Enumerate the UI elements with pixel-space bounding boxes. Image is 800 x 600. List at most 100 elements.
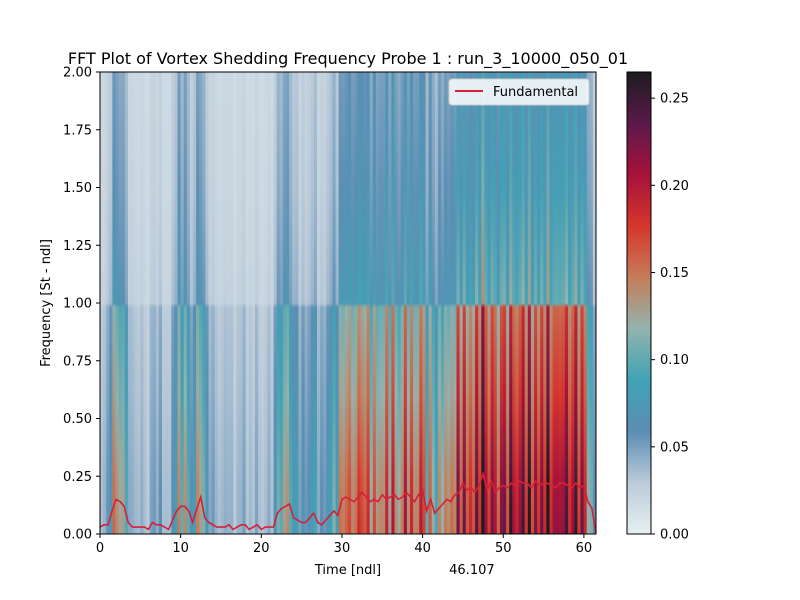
- heatmap-column: [351, 72, 355, 534]
- heatmap-column: [422, 72, 427, 534]
- colorbar-tick-label: 0.15: [660, 266, 689, 281]
- heatmap-column: [428, 72, 433, 534]
- heatmap-column: [264, 72, 268, 534]
- heatmap-column: [416, 72, 420, 534]
- heatmap-column: [227, 72, 231, 534]
- heatmap-column: [534, 72, 538, 534]
- heatmap-column: [245, 72, 250, 534]
- heatmap-column: [503, 72, 507, 534]
- heatmap-column: [524, 72, 529, 534]
- heatmap-column: [236, 72, 241, 534]
- heatmap-column: [162, 72, 166, 534]
- heatmap-column: [456, 72, 461, 534]
- colorbar-tick-label: 0.05: [660, 440, 689, 455]
- y-tick-label: 1.75: [63, 123, 92, 138]
- heatmap-column: [369, 72, 374, 534]
- heatmap-column: [406, 72, 411, 534]
- heatmap-column: [323, 72, 327, 534]
- heatmap-column: [419, 72, 423, 534]
- y-axis-ticks: 0.00 0.25 0.50 0.75 1.00 1.25 1.50 1.75 2.00: [63, 66, 100, 543]
- heatmap-column: [459, 72, 464, 534]
- heatmap-column: [326, 72, 330, 534]
- heatmap-column: [571, 72, 575, 534]
- heatmap-column: [168, 72, 172, 534]
- heatmap-column: [558, 72, 563, 534]
- heatmap-column: [180, 72, 185, 534]
- heatmap-column: [499, 72, 504, 534]
- heatmap-column: [143, 72, 148, 534]
- heatmap-column: [124, 72, 129, 534]
- heatmap-column: [580, 72, 585, 534]
- heatmap-column: [109, 72, 113, 534]
- heatmap-column: [475, 72, 479, 534]
- heatmap-column: [410, 72, 414, 534]
- heatmap-column: [549, 72, 554, 534]
- heatmap-column: [137, 72, 141, 534]
- heatmap-column: [121, 72, 126, 534]
- heatmap-column: [177, 72, 182, 534]
- heatmap-column: [313, 72, 318, 534]
- heatmap-column: [301, 72, 306, 534]
- heatmap-column: [258, 72, 262, 534]
- y-tick-label: 0.75: [63, 354, 92, 369]
- heatmap-column: [568, 72, 572, 534]
- fundamental-series-line: [100, 471, 596, 534]
- heatmap-column: [481, 72, 485, 534]
- heatmap-column: [279, 72, 284, 534]
- heatmap-column: [152, 72, 157, 534]
- heatmap-column: [583, 72, 588, 534]
- heatmap-column: [493, 72, 498, 534]
- heatmap-column: [444, 72, 448, 534]
- colorbar-tick-label: 0.25: [660, 92, 689, 107]
- heatmap-column: [379, 72, 383, 534]
- heatmap-column: [335, 72, 340, 534]
- heatmap-column: [574, 72, 578, 534]
- heatmap-column: [357, 72, 361, 534]
- legend-box: [448, 78, 590, 106]
- heatmap-column: [193, 72, 197, 534]
- heatmap-column: [509, 72, 513, 534]
- heatmap-column: [248, 72, 253, 534]
- heatmap-column: [255, 72, 259, 534]
- heatmap-column: [577, 72, 582, 534]
- heatmap-column: [149, 72, 154, 534]
- heatmap-column: [437, 72, 442, 534]
- heatmap-column: [354, 72, 358, 534]
- heatmap-column: [450, 72, 454, 534]
- heatmap-column: [282, 72, 287, 534]
- heatmap-column: [527, 72, 532, 534]
- heatmap-column: [224, 72, 228, 534]
- heatmap-column: [543, 72, 547, 534]
- heatmap-column: [140, 72, 144, 534]
- x-axis-ticks: 0 10 20 30 40 50 60: [96, 534, 592, 556]
- heatmap-column: [217, 72, 222, 534]
- colorbar-tick-label: 0.10: [660, 353, 689, 368]
- legend-entry-fundamental: Fundamental: [493, 85, 578, 100]
- x-tick-label: 30: [334, 541, 351, 556]
- heatmap-column: [363, 72, 368, 534]
- heatmap-column: [273, 72, 278, 534]
- heatmap-column: [385, 72, 389, 534]
- colorbar-ticks: 0.00 0.05 0.10 0.15 0.20 0.25: [651, 92, 689, 543]
- x-tick-label: 0: [96, 541, 104, 556]
- heatmap-column: [462, 72, 467, 534]
- x-tick-label: 20: [253, 541, 270, 556]
- x-tick-label: 40: [414, 541, 431, 556]
- heatmap-column: [112, 72, 117, 534]
- heatmap-column: [317, 72, 321, 534]
- heatmap-column: [242, 72, 247, 534]
- heatmap-column: [205, 72, 210, 534]
- heatmap-column: [518, 72, 523, 534]
- heatmap-column: [472, 72, 476, 534]
- heatmap-column: [515, 72, 520, 534]
- x-tick-label: 10: [172, 541, 189, 556]
- heatmap-column: [100, 72, 104, 534]
- heatmap-column: [239, 72, 244, 534]
- heatmap-column: [171, 72, 175, 534]
- heatmap-column: [165, 72, 169, 534]
- heatmap-column: [289, 72, 293, 534]
- heatmap-column: [118, 72, 123, 534]
- heatmap-column: [267, 72, 272, 534]
- heatmap-column: [537, 72, 541, 534]
- colorbar-tick-label: 0.00: [660, 528, 689, 543]
